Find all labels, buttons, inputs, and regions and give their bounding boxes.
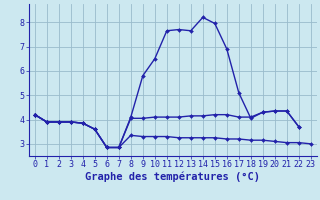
X-axis label: Graphe des températures (°C): Graphe des températures (°C) <box>85 172 260 182</box>
